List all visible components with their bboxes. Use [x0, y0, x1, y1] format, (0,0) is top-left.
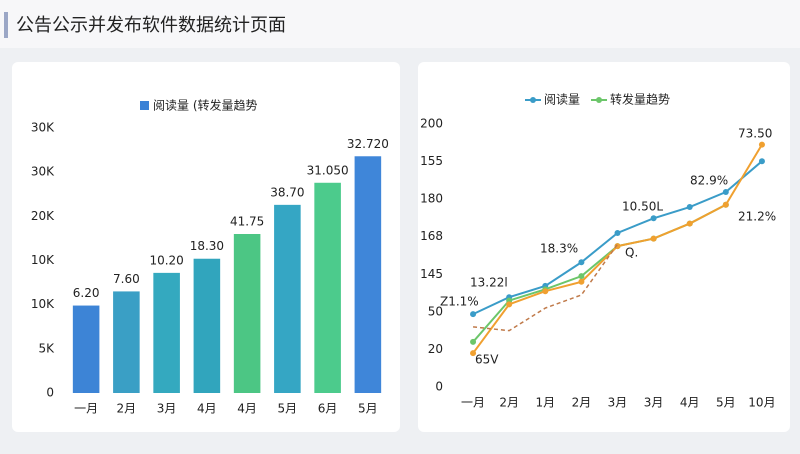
- annotation: 73.50: [738, 127, 772, 141]
- annotation: 82.9%: [690, 174, 728, 188]
- bar: [153, 272, 180, 393]
- data-label: 31.050: [307, 163, 349, 177]
- point: [650, 215, 657, 222]
- x-tick-label: 5月: [278, 402, 298, 416]
- y-tick-label: 180: [420, 192, 443, 206]
- x-tick-label: 1月: [535, 396, 555, 410]
- point: [686, 220, 693, 227]
- point: [758, 141, 765, 148]
- bar: [314, 182, 341, 393]
- bar: [233, 234, 261, 393]
- bar: [354, 156, 382, 393]
- y-tick-label: 168: [420, 229, 443, 243]
- point: [542, 288, 549, 295]
- x-tick-label: 4月: [680, 396, 700, 410]
- data-label: 38.70: [270, 185, 304, 199]
- annotation: 21.2%: [738, 210, 776, 224]
- header-bar: [0, 0, 800, 48]
- card: [418, 62, 790, 432]
- annotation: 10.50L: [622, 200, 663, 214]
- header-accent: [4, 12, 8, 38]
- annotation: Z1.1%: [440, 295, 479, 309]
- x-tick-label: 5月: [358, 402, 378, 416]
- point: [722, 189, 729, 196]
- x-tick-label: 一月: [74, 402, 98, 416]
- y-tick-label: 50: [428, 304, 443, 318]
- x-tick-label: 10月: [748, 396, 775, 410]
- point: [506, 301, 513, 308]
- point: [686, 204, 693, 211]
- legend-marker: [596, 97, 603, 103]
- point: [470, 350, 477, 357]
- legend-label: 阅读量 (转发量趋势: [153, 98, 258, 113]
- annotation: 13.22l: [470, 276, 508, 290]
- y-tick-label: 0: [46, 386, 54, 400]
- annotation: 18.3%: [540, 242, 578, 256]
- y-tick-label: 30K: [31, 165, 55, 179]
- page-title: 公告公示并发布软件数据统计页面: [16, 15, 286, 36]
- x-tick-label: 2月: [117, 402, 137, 416]
- bar: [274, 204, 301, 393]
- x-tick-label: 3月: [608, 396, 628, 410]
- y-tick-label: 145: [420, 267, 443, 281]
- data-label: 6.20: [73, 286, 100, 300]
- legend-label: 阅读量: [544, 93, 580, 107]
- card: [12, 62, 400, 432]
- y-tick-label: 155: [420, 154, 443, 168]
- annotation: Q.: [625, 246, 638, 260]
- y-tick-label: 10K: [31, 297, 55, 311]
- data-label: 10.20: [149, 253, 183, 267]
- bar: [72, 305, 100, 393]
- data-label: 32.720: [347, 137, 389, 151]
- point: [470, 311, 477, 318]
- x-tick-label: 3月: [644, 396, 664, 410]
- annotation: 65V: [475, 353, 499, 367]
- point: [758, 158, 765, 165]
- point: [578, 278, 585, 285]
- series-line: [472, 243, 619, 332]
- y-tick-label: 10K: [31, 253, 55, 267]
- data-label: 41.75: [230, 215, 264, 229]
- point: [470, 338, 477, 345]
- x-tick-label: 3月: [157, 402, 177, 416]
- x-tick-label: 4月: [237, 402, 257, 416]
- x-tick-label: 5月: [716, 396, 736, 410]
- legend-label: 转发量趋势: [610, 92, 670, 107]
- x-tick-label: 6月: [318, 402, 338, 416]
- point: [722, 201, 729, 208]
- point: [578, 273, 585, 280]
- legend-swatch: [140, 101, 149, 110]
- data-label: 7.60: [113, 272, 140, 286]
- bar: [193, 258, 221, 393]
- y-tick-label: 30K: [31, 121, 55, 135]
- y-tick-label: 0: [435, 380, 443, 394]
- data-label: 18.30: [190, 239, 224, 253]
- x-tick-label: 2月: [572, 396, 592, 410]
- y-tick-label: 20: [428, 342, 443, 356]
- point: [650, 235, 657, 242]
- bar: [113, 291, 140, 393]
- x-tick-label: 2月: [499, 396, 519, 410]
- y-tick-label: 200: [420, 117, 443, 131]
- x-tick-label: 一月: [461, 396, 485, 410]
- x-tick-label: 4月: [197, 402, 217, 416]
- point: [614, 229, 621, 236]
- y-tick-label: 5K: [38, 341, 55, 355]
- legend-marker: [530, 97, 536, 103]
- y-tick-label: 20K: [31, 209, 55, 223]
- point: [578, 259, 585, 266]
